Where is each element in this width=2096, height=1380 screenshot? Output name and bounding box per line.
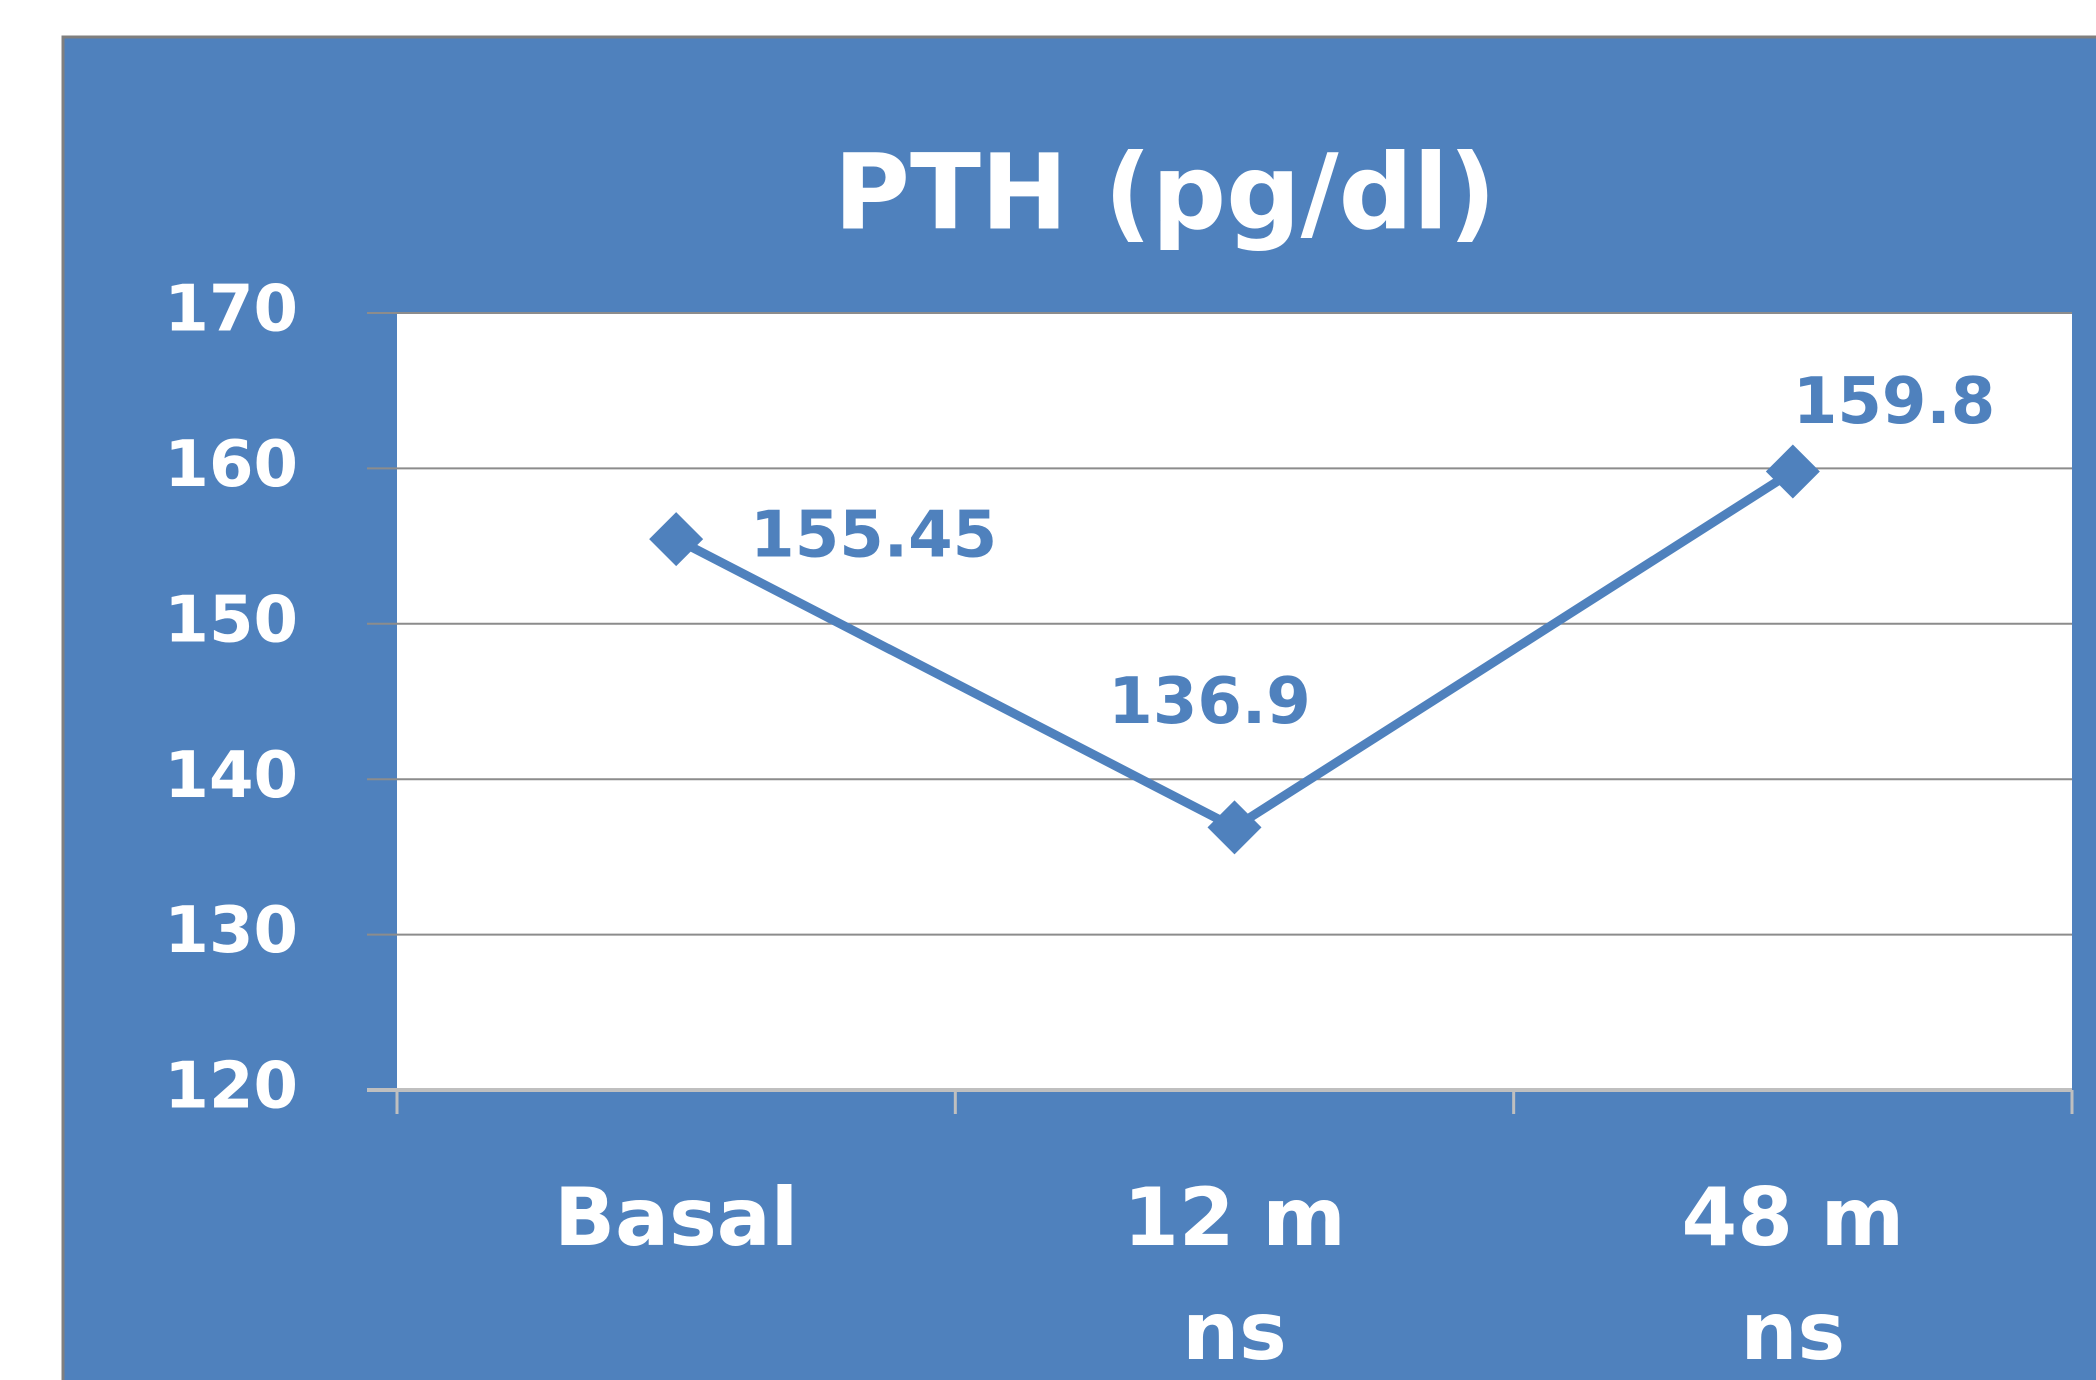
data-label: 155.45 bbox=[750, 499, 997, 573]
y-tick-label: 130 bbox=[164, 894, 298, 968]
x-tick-label: Basal bbox=[554, 1171, 798, 1264]
chart-title: PTH (pg/dl) bbox=[834, 131, 1496, 253]
x-tick-label: 12 m bbox=[1123, 1171, 1346, 1264]
y-tick-label: 140 bbox=[164, 739, 298, 813]
plot-area bbox=[397, 313, 2072, 1090]
x-tick-note: ns bbox=[1182, 1285, 1287, 1378]
data-label: 136.9 bbox=[1108, 665, 1310, 739]
x-tick-label: 48 m bbox=[1682, 1171, 1905, 1264]
y-tick-label: 170 bbox=[164, 273, 298, 347]
y-tick-label: 150 bbox=[164, 583, 298, 657]
y-tick-label: 160 bbox=[164, 428, 298, 502]
marker bbox=[1765, 444, 1820, 499]
data-label: 159.8 bbox=[1793, 365, 1995, 439]
marker bbox=[649, 512, 704, 567]
x-tick-note: ns bbox=[1741, 1285, 1846, 1378]
marker bbox=[1207, 800, 1262, 855]
y-tick-label: 120 bbox=[164, 1050, 298, 1124]
